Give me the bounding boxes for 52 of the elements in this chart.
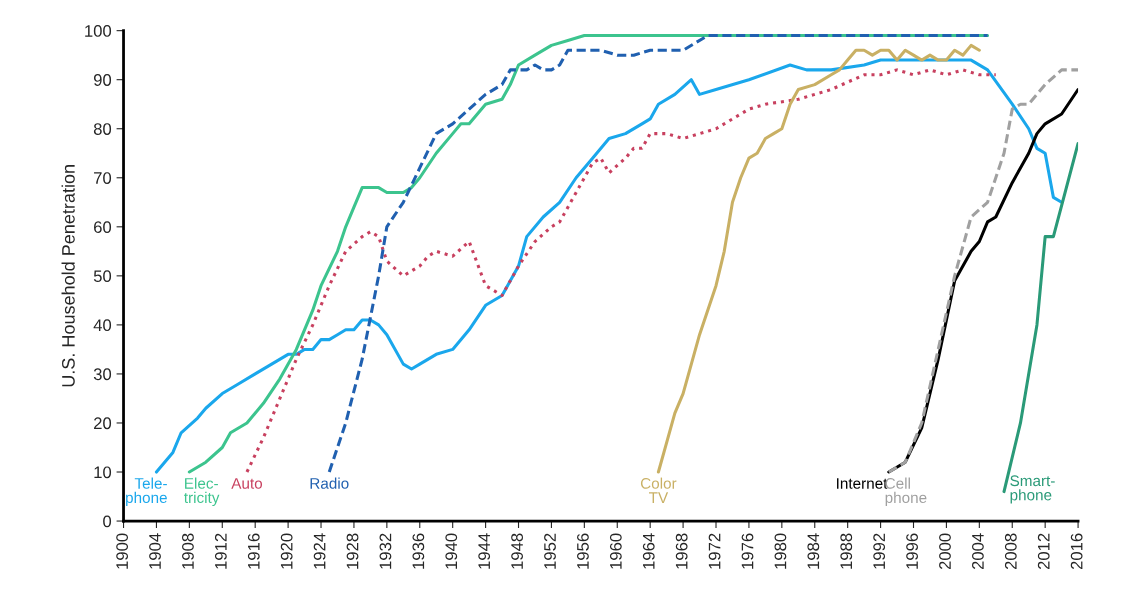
x-tick-label: 1904 [149, 533, 161, 569]
y-axis-title: U.S. Household Penetration [61, 165, 75, 387]
series-label: Elec- tricity [184, 477, 220, 507]
x-tick-label: 1916 [247, 533, 260, 569]
line-series [327, 34, 990, 474]
x-tick-label: 1900 [116, 533, 128, 569]
x-tick-label: 1984 [807, 533, 820, 569]
x-tick-label: 2012 [1037, 533, 1050, 570]
series-label: Tele- phone [126, 477, 167, 507]
x-tick-label: 1988 [840, 533, 853, 569]
line-series [656, 43, 981, 474]
x-tick-label: 1980 [774, 533, 787, 569]
x-tick-label: 1952 [544, 533, 556, 569]
x-tick-label: 1956 [577, 533, 589, 569]
x-tick-label: 1940 [445, 533, 458, 569]
y-tick-label: 20 [94, 417, 112, 430]
x-tick-label: 1932 [379, 533, 392, 569]
y-tick-label: 60 [94, 221, 112, 234]
x-tick-label: 1928 [346, 533, 359, 569]
x-tick-label: 1964 [642, 533, 655, 569]
y-tick-label: 80 [93, 123, 112, 135]
series-label: Auto [231, 478, 263, 489]
x-tick-label: 1976 [741, 533, 754, 569]
x-tick-label: 1972 [708, 533, 721, 569]
x-tick-label: 1996 [906, 533, 918, 569]
y-tick-label: 100 [85, 25, 112, 37]
y-tick-label: 40 [93, 319, 112, 332]
line-series [154, 58, 1064, 474]
series-label: Color TV [640, 477, 677, 503]
x-tick-label: 1968 [675, 533, 688, 569]
x-tick-label: 1912 [214, 533, 227, 569]
x-tick-label: 2000 [939, 533, 951, 570]
x-tick-label: 2004 [972, 533, 984, 570]
x-tick-label: 1960 [609, 533, 622, 569]
y-tick-label: 30 [93, 368, 112, 381]
x-tick-label: 1936 [412, 533, 425, 569]
x-tick-label: 1948 [511, 533, 523, 569]
x-tick-label: 1992 [873, 533, 886, 569]
x-tick-label: 1924 [313, 533, 326, 569]
y-tick-label: 10 [94, 466, 112, 479]
x-tick-label: 1920 [280, 533, 293, 569]
y-tick-label: 70 [94, 172, 112, 184]
y-tick-label: 0 [103, 515, 112, 528]
y-tick-label: 50 [93, 270, 112, 283]
x-tick-label: 1944 [478, 533, 491, 569]
series-label: Smart- phone [1010, 475, 1055, 504]
x-tick-label: 2008 [1004, 533, 1017, 570]
y-tick-label: 90 [93, 74, 112, 86]
series-label: Radio [310, 477, 349, 489]
x-tick-label: 2016 [1070, 533, 1083, 570]
x-tick-label: 1908 [182, 533, 194, 569]
line-series [245, 68, 998, 474]
